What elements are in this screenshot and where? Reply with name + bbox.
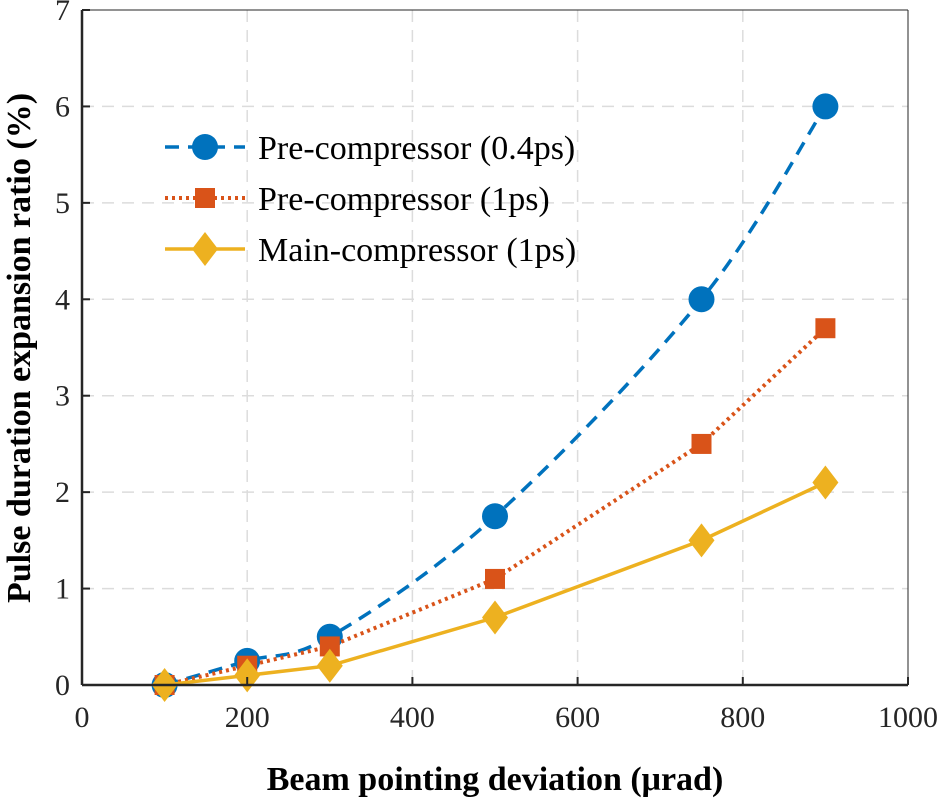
y-tick-label: 4 <box>55 283 70 316</box>
legend-marker-diamond <box>192 232 218 266</box>
y-axis-label: Pulse duration expansion ratio (%) <box>1 93 38 603</box>
data-point-circle <box>688 286 715 313</box>
y-tick-label: 2 <box>55 476 70 509</box>
x-tick-label: 400 <box>390 701 435 734</box>
legend-label: Pre-compressor (0.4ps) <box>258 130 575 167</box>
data-point-diamond <box>812 465 839 500</box>
data-point-square <box>485 568 505 589</box>
data-point-square <box>691 433 712 454</box>
grid <box>82 10 908 685</box>
y-tick-label: 0 <box>55 669 70 702</box>
y-tick-label: 6 <box>55 90 70 123</box>
legend: Pre-compressor (0.4ps) Pre-compressor (1p… <box>165 130 576 269</box>
x-tick-label: 0 <box>75 701 90 734</box>
legend-label: Pre-compressor (1ps) <box>258 181 550 218</box>
x-tick-label: 200 <box>225 701 270 734</box>
data-point-diamond <box>316 648 343 683</box>
series-line-2 <box>164 326 827 687</box>
data-point-square <box>319 636 340 657</box>
data-point-circle <box>812 93 839 120</box>
series-group <box>151 93 839 702</box>
x-tick-label: 600 <box>555 701 600 734</box>
x-axis-label: Beam pointing deviation (μrad) <box>267 761 724 798</box>
legend-marker-circle <box>192 134 218 160</box>
series-line-3 <box>164 480 827 687</box>
y-tick-label: 3 <box>55 380 70 413</box>
x-tick-label: 800 <box>720 701 765 734</box>
legend-label: Main-compressor (1ps) <box>258 232 576 269</box>
data-point-circle <box>482 503 508 530</box>
legend-marker-square <box>195 188 215 208</box>
data-point-diamond <box>688 523 715 558</box>
data-point-square <box>815 318 836 339</box>
y-tick-label: 5 <box>55 187 70 220</box>
tick-labels: 0 200 400 600 800 1000 0 1 2 3 4 5 6 7 <box>55 0 938 734</box>
x-tick-label: 1000 <box>878 701 938 734</box>
y-tick-label: 1 <box>55 573 70 606</box>
y-tick-label: 7 <box>55 0 70 27</box>
data-point-diamond <box>482 600 508 635</box>
axes <box>80 9 909 687</box>
